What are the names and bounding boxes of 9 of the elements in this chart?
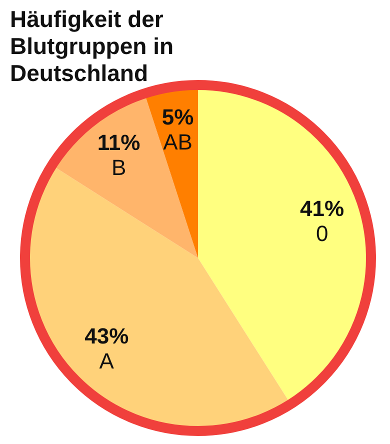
slice-label: 0: [316, 221, 328, 246]
data-label: 43%: [84, 323, 129, 348]
slice-label: AB: [163, 129, 192, 154]
data-label: 5%: [162, 104, 194, 130]
data-label: 41%: [300, 196, 344, 222]
chart-title: Häufigkeit der Blutgruppen in Deutschland: [10, 6, 175, 87]
slice-label: B: [111, 154, 126, 180]
data-label: 11%: [97, 130, 140, 155]
slice-label: A: [99, 348, 114, 374]
